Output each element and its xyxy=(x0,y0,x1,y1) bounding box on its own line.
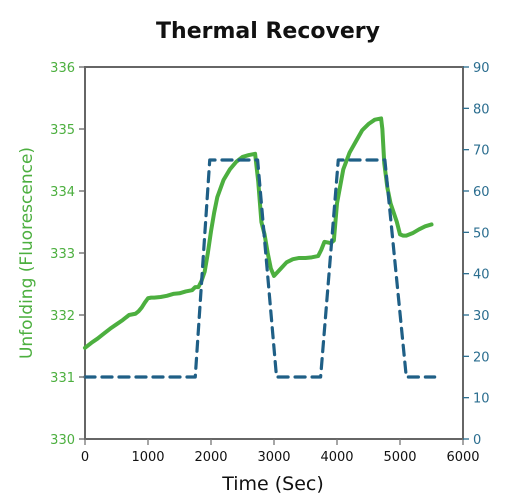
x-tick-label: 5000 xyxy=(383,450,416,465)
x-tick-label: 2000 xyxy=(194,450,227,465)
y-left-tick-label: 332 xyxy=(50,309,75,324)
x-tick-label: 3000 xyxy=(257,450,290,465)
y-right-tick-label: 80 xyxy=(473,102,490,117)
y-left-axis-label: Unfolding (Fluorescence) xyxy=(17,147,37,359)
y-right-tick-label: 70 xyxy=(473,144,490,159)
x-tick-label: 4000 xyxy=(320,450,353,465)
y-left-tick-label: 334 xyxy=(50,185,75,200)
y-left-tick-label: 331 xyxy=(50,371,75,386)
plot-layer xyxy=(84,66,464,440)
y-right-tick-label: 0 xyxy=(473,433,481,448)
y-right-tick-label: 90 xyxy=(473,61,490,76)
y-right-tick-label: 30 xyxy=(473,309,490,324)
tick-layer: 0 1000 2000 3000 4000 5000 6000 330 331 332 333 334… xyxy=(50,61,489,465)
y-right-tick-label: 20 xyxy=(473,350,490,365)
y-left-tick-label: 336 xyxy=(50,61,75,76)
y-left-tick-label: 333 xyxy=(50,247,75,262)
y-right-tick-label: 40 xyxy=(473,268,490,283)
plot-frame xyxy=(84,66,464,440)
y-left-tick-label: 330 xyxy=(50,433,75,448)
chart-title: Thermal Recovery xyxy=(156,19,380,44)
y-left-tick-label: 335 xyxy=(50,123,75,138)
y-right-tick-label: 60 xyxy=(473,185,490,200)
x-tick-label: 6000 xyxy=(446,450,479,465)
x-tick-label: 0 xyxy=(81,450,89,465)
series-layer xyxy=(83,116,437,379)
fluorescence-series-line xyxy=(83,116,434,350)
y-right-tick-label: 10 xyxy=(473,392,490,407)
y-right-tick-label: 50 xyxy=(473,226,490,241)
x-tick-label: 1000 xyxy=(131,450,164,465)
x-axis-label: Time (Sec) xyxy=(221,473,324,495)
temperature-series-line xyxy=(83,158,437,379)
